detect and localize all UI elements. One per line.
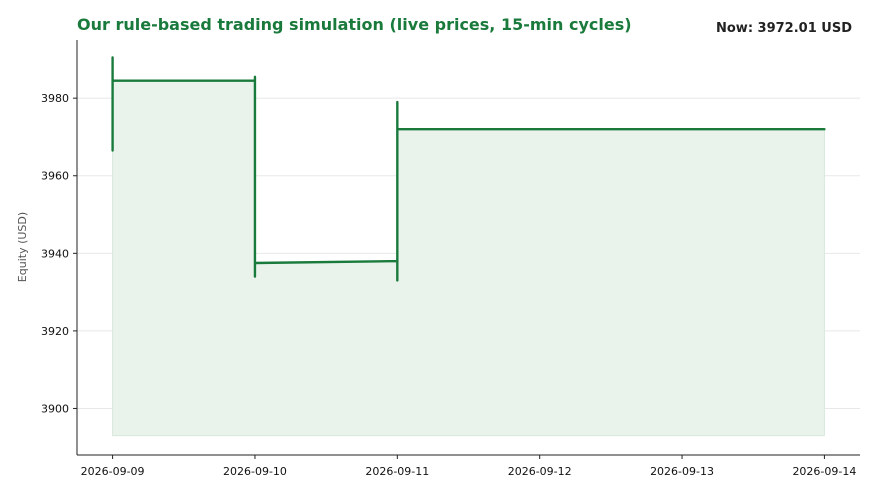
current-equity-label: Now: 3972.01 USD — [716, 21, 852, 36]
y-tick-label: 3920 — [41, 325, 69, 338]
x-tick-label: 2026-09-14 — [792, 465, 856, 478]
x-tick-group: 2026-09-09 2026-09-10 2026-09-11 2026-09-12… — [81, 455, 856, 478]
x-tick-label: 2026-09-12 — [508, 465, 572, 478]
x-tick-label: 2026-09-11 — [365, 465, 429, 478]
x-tick-label: 2026-09-09 — [81, 465, 145, 478]
y-tick-label: 3960 — [41, 170, 69, 183]
y-tick-label: 3940 — [41, 247, 69, 260]
chart-title: Our rule-based trading simulation (live … — [77, 15, 632, 34]
equity-area — [112, 57, 825, 437]
y-tick-label: 3900 — [41, 402, 69, 415]
x-tick-label: 2026-09-13 — [650, 465, 714, 478]
y-axis-label: Equity (USD) — [16, 212, 29, 282]
equity-line — [111, 56, 826, 282]
y-tick-label: 3980 — [41, 92, 69, 105]
y-tick-group: 3900 3920 3940 3960 3980 — [41, 92, 77, 415]
x-tick-label: 2026-09-10 — [223, 465, 287, 478]
